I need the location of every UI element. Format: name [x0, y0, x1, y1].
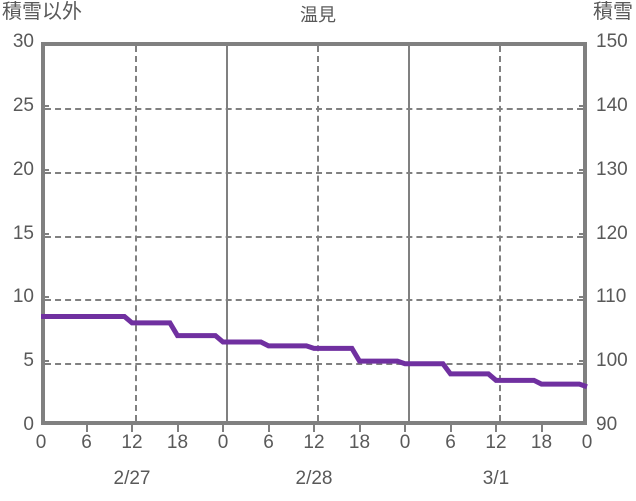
left-axis-tick-label: 10 [12, 286, 34, 308]
x-axis-tick-label: 6 [445, 432, 456, 453]
x-axis-tick-label: 12 [303, 432, 325, 453]
right-axis-tick-label: 150 [596, 31, 628, 52]
left-axis-tickmark [41, 296, 49, 299]
x-axis-tickmark [176, 425, 179, 432]
x-axis-tickmark [495, 425, 497, 432]
left-axis-tickmark [41, 168, 49, 171]
x-axis-tickmark [449, 425, 452, 432]
x-axis-tickmark [131, 425, 133, 432]
left-axis-tick-label: 25 [12, 94, 34, 116]
day-boundary-gridline [408, 46, 410, 421]
x-axis-day-label: 2/28 [295, 468, 333, 489]
x-axis-tick-label: 18 [166, 432, 189, 453]
x-axis-tickmark [267, 425, 270, 432]
noon-gridline [135, 46, 137, 421]
x-axis-tickmark [358, 425, 361, 432]
right-axis-tickmark [579, 168, 587, 171]
x-axis-tick-label: 12 [121, 432, 143, 453]
right-axis-tickmark [579, 104, 587, 107]
x-axis-tick-label: 0 [217, 432, 229, 453]
x-axis-tickmark [404, 425, 406, 432]
plot-area [41, 42, 587, 425]
horizontal-gridline [45, 363, 583, 366]
x-axis-tickmark [85, 425, 88, 432]
x-axis-tick-label: 0 [35, 432, 47, 453]
x-axis-tick-label: 6 [263, 432, 274, 453]
x-axis-day-label: 3/1 [482, 468, 510, 489]
right-axis-unit-label: 積雪 [593, 1, 633, 23]
day-boundary-gridline [226, 46, 228, 421]
right-axis-tick-label: 110 [596, 286, 627, 308]
left-axis-tick-label: 5 [23, 350, 34, 372]
left-axis-tickmark [41, 104, 49, 107]
left-axis-tick-label: 20 [12, 158, 34, 180]
x-axis-tick-label: 12 [485, 432, 507, 453]
x-axis-tick-label: 0 [581, 432, 593, 453]
horizontal-gridline [45, 299, 583, 302]
horizontal-gridline [45, 171, 583, 174]
right-axis-tickmark [579, 360, 587, 363]
noon-gridline [317, 46, 319, 421]
right-axis-tick-label: 90 [596, 414, 618, 435]
horizontal-gridline [45, 107, 583, 110]
horizontal-gridline [45, 235, 583, 238]
left-axis-tickmark [41, 360, 49, 363]
right-axis-tick-label: 100 [596, 350, 628, 372]
x-axis-day-label: 2/27 [113, 468, 151, 489]
x-axis-tickmark [540, 425, 543, 432]
chart-title: 温見 [300, 5, 336, 25]
x-axis-tick-label: 0 [399, 432, 411, 453]
left-axis-unit-label: 積雪以外 [2, 1, 82, 23]
right-axis-tickmark [579, 232, 587, 235]
x-axis-tick-label: 18 [530, 432, 553, 453]
x-axis-tick-label: 6 [81, 432, 92, 453]
left-axis-tickmark [41, 232, 49, 235]
right-axis-tick-label: 140 [596, 94, 628, 116]
left-axis-tick-label: 0 [23, 414, 34, 435]
noon-gridline [499, 46, 501, 421]
right-axis-tick-label: 130 [596, 158, 628, 180]
x-axis-tickmark [313, 425, 315, 432]
left-axis-tick-label: 30 [12, 31, 34, 52]
right-axis-tickmark [579, 296, 587, 299]
x-axis-tick-label: 18 [348, 432, 371, 453]
right-axis-tick-label: 120 [596, 222, 628, 244]
x-axis-tickmark [222, 425, 224, 432]
left-axis-tick-label: 15 [12, 222, 34, 244]
